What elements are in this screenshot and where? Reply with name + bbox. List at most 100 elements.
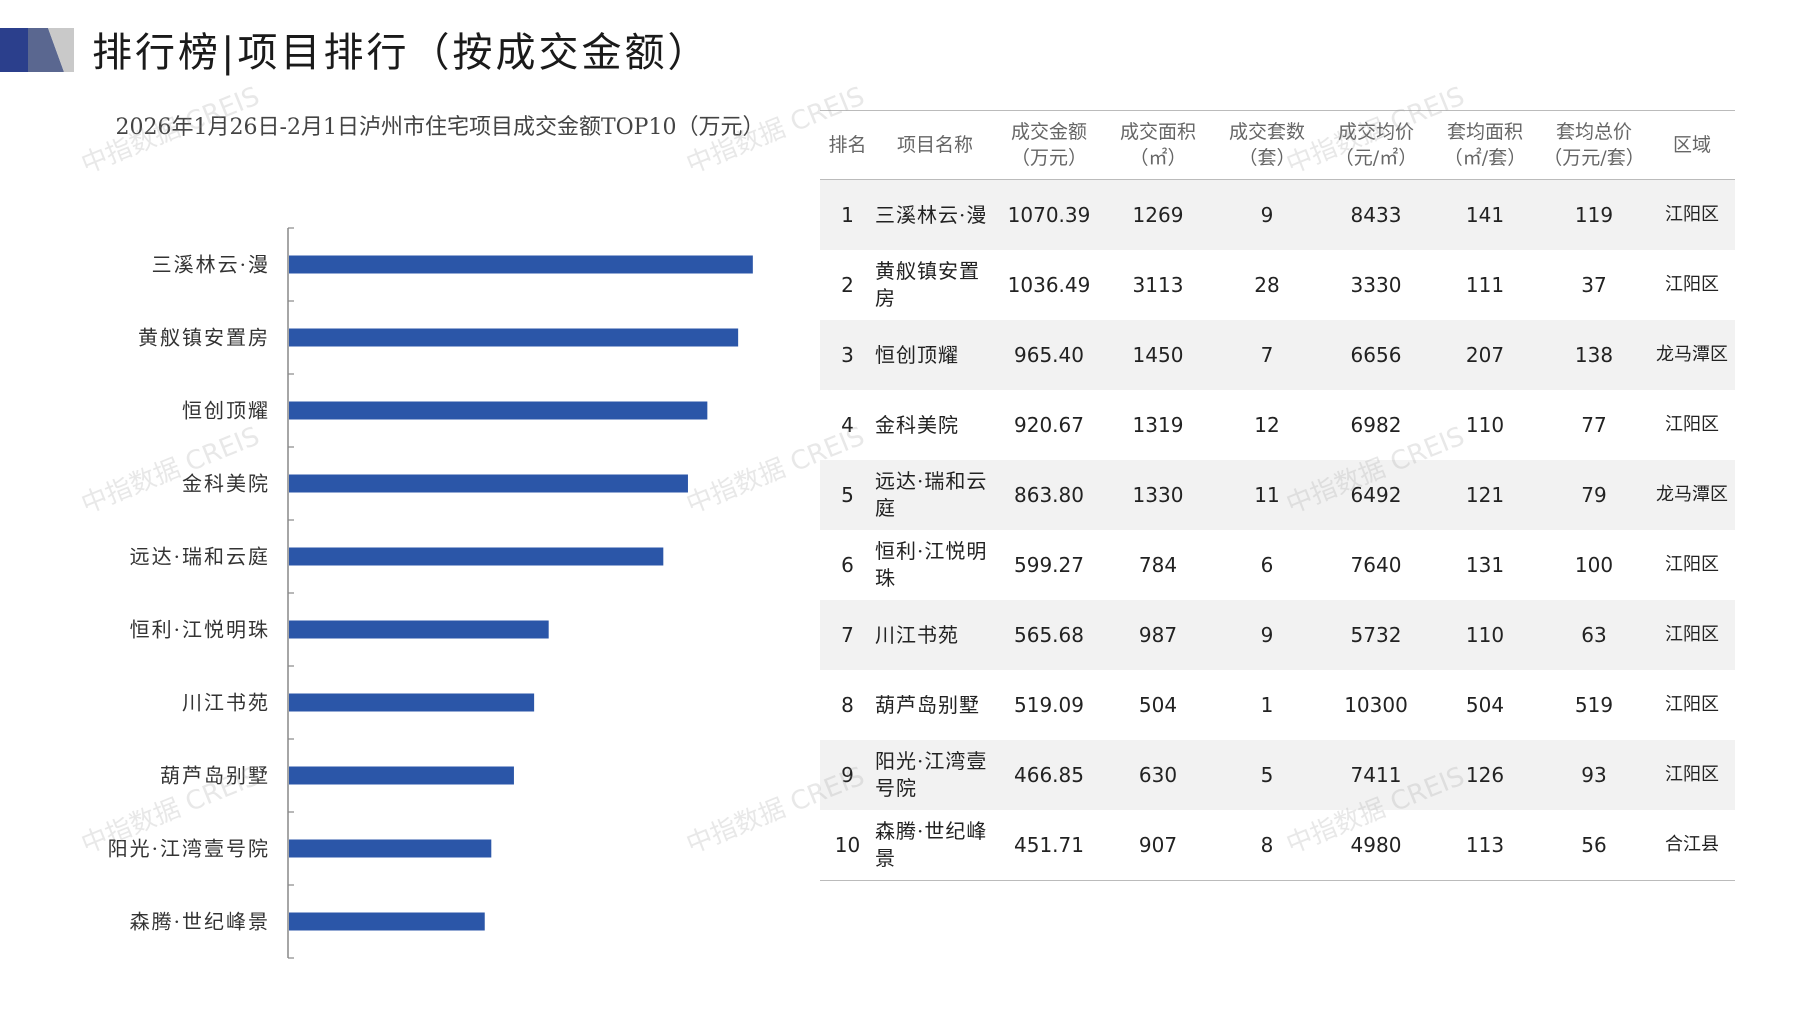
table-header-cell: 成交金额 （万元） <box>995 110 1103 180</box>
cell-rank: 4 <box>841 413 854 437</box>
cell-amount: 1036.49 <box>1007 273 1091 297</box>
cell-region: 龙马潭区 <box>1649 320 1735 390</box>
cell-area: 907 <box>1103 810 1213 881</box>
category-label: 葫芦岛别墅 <box>160 764 270 788</box>
cell-rank: 10 <box>820 810 875 881</box>
cell-units: 5 <box>1213 740 1321 810</box>
cell-avg-area: 111 <box>1465 273 1505 297</box>
cell-rank: 3 <box>820 320 875 390</box>
table-header-cell: 成交面积 （㎡） <box>1103 110 1213 180</box>
bar <box>289 839 492 858</box>
cell-amount: 466.85 <box>995 740 1103 810</box>
cell-avg-area: 504 <box>1465 693 1505 717</box>
cell-avg-area: 126 <box>1431 740 1539 810</box>
cell-rank: 5 <box>820 460 875 530</box>
cell-avg-area: 207 <box>1431 320 1539 390</box>
cell-avg-area: 113 <box>1431 810 1539 881</box>
cell-price: 5732 <box>1321 600 1431 670</box>
table-row: 10 森腾·世纪峰景 451.71 907 8 4980 113 56 合江县 <box>820 810 1735 881</box>
cell-name: 三溪林云·漫 <box>875 179 995 250</box>
bar <box>289 766 514 785</box>
bar <box>289 912 485 931</box>
cell-avg-total: 37 <box>1581 273 1607 297</box>
table-row: 1 三溪林云·漫 1070.39 1269 9 8433 141 119 江阳区 <box>820 179 1735 250</box>
table-header-cell: 排名 <box>820 110 875 180</box>
bar <box>289 474 688 493</box>
table-header-cell: 区域 <box>1649 110 1735 180</box>
cell-region: 江阳区 <box>1649 740 1735 810</box>
category-label: 恒创顶耀 <box>182 399 270 423</box>
cell-amount: 565.68 <box>995 600 1103 670</box>
table-header-cell: 套均总价 （万元/套） <box>1539 110 1649 180</box>
table-row: 7 川江书苑 565.68 987 9 5732 110 63 江阳区 <box>820 600 1735 670</box>
chart-title: 2026年1月26日-2月1日泸州市住宅项目成交金额TOP10（万元） <box>115 115 765 140</box>
category-label: 金科美院 <box>182 472 270 496</box>
header-logo-decoration <box>0 28 74 72</box>
cell-region: 江阳区 <box>1665 694 1719 715</box>
cell-avg-total: 56 <box>1539 810 1649 881</box>
cell-units: 8 <box>1213 810 1321 881</box>
cell-avg-total: 63 <box>1539 600 1649 670</box>
cell-name: 葫芦岛别墅 <box>875 692 980 717</box>
cell-amount: 599.27 <box>1014 553 1084 577</box>
category-label: 黄舣镇安置房 <box>138 326 270 350</box>
cell-area: 1330 <box>1103 460 1213 530</box>
cell-area: 1269 <box>1103 179 1213 250</box>
table-header-cell: 套均面积 （㎡/套） <box>1431 110 1539 180</box>
cell-units: 28 <box>1254 273 1280 297</box>
cell-avg-area: 141 <box>1431 179 1539 250</box>
cell-units: 12 <box>1254 413 1280 437</box>
category-label: 森腾·世纪峰景 <box>130 910 270 934</box>
cell-avg-total: 79 <box>1539 460 1649 530</box>
cell-avg-total: 77 <box>1581 413 1607 437</box>
cell-units: 7 <box>1213 320 1321 390</box>
cell-name: 阳光·江湾壹号院 <box>875 740 995 810</box>
cell-region: 江阳区 <box>1665 274 1719 295</box>
cell-amount: 519.09 <box>1014 693 1084 717</box>
table-row: 8 葫芦岛别墅 519.09 504 1 10300 504 519 江阳区 <box>820 670 1735 740</box>
table-row: 6 恒利·江悦明珠 599.27 784 6 7640 131 100 江阳区 <box>820 530 1735 600</box>
bar <box>289 401 708 420</box>
cell-amount: 965.40 <box>995 320 1103 390</box>
cell-avg-area: 121 <box>1431 460 1539 530</box>
cell-price: 10300 <box>1344 693 1408 717</box>
cell-rank: 9 <box>820 740 875 810</box>
cell-avg-area: 110 <box>1465 413 1505 437</box>
cell-avg-total: 100 <box>1574 553 1614 577</box>
cell-area: 1450 <box>1103 320 1213 390</box>
cell-name: 川江书苑 <box>875 600 995 670</box>
cell-avg-total: 519 <box>1574 693 1614 717</box>
cell-amount: 1070.39 <box>995 179 1103 250</box>
cell-region: 江阳区 <box>1649 600 1735 670</box>
cell-price: 7411 <box>1321 740 1431 810</box>
cell-region: 合江县 <box>1649 810 1735 881</box>
cell-name: 金科美院 <box>875 412 959 437</box>
bar <box>289 693 535 712</box>
cell-amount: 863.80 <box>995 460 1103 530</box>
cell-avg-area: 110 <box>1431 600 1539 670</box>
cell-region: 江阳区 <box>1649 179 1735 250</box>
cell-amount: 451.71 <box>995 810 1103 881</box>
table-row: 3 恒创顶耀 965.40 1450 7 6656 207 138 龙马潭区 <box>820 320 1735 390</box>
cell-price: 7640 <box>1350 553 1402 577</box>
cell-name: 恒利·江悦明珠 <box>875 539 988 590</box>
cell-rank: 2 <box>841 273 854 297</box>
cell-region: 龙马潭区 <box>1649 460 1735 530</box>
category-label: 川江书苑 <box>182 691 270 715</box>
bar <box>289 620 549 639</box>
cell-rank: 8 <box>841 693 854 717</box>
cell-rank: 7 <box>820 600 875 670</box>
cell-units: 1 <box>1260 693 1274 717</box>
category-label: 远达·瑞和云庭 <box>130 545 270 569</box>
table-header-row: 排名 项目名称 成交金额 （万元） 成交面积 （㎡） 成交套数 （套） 成交均价 （元/㎡） 套均面… <box>820 110 1735 180</box>
bar-chart: 三溪林云·漫黄舣镇安置房恒创顶耀金科美院远达·瑞和云庭恒利·江悦明珠川江书苑葫芦… <box>108 227 753 959</box>
cell-name: 恒创顶耀 <box>875 320 995 390</box>
category-label: 三溪林云·漫 <box>152 253 270 277</box>
cell-region: 江阳区 <box>1665 414 1719 435</box>
cell-price: 6492 <box>1321 460 1431 530</box>
cell-area: 504 <box>1138 693 1178 717</box>
cell-region: 江阳区 <box>1665 554 1719 575</box>
category-label: 恒利·江悦明珠 <box>130 618 270 642</box>
cell-name: 黄舣镇安置房 <box>875 259 980 310</box>
cell-price: 6982 <box>1350 413 1402 437</box>
